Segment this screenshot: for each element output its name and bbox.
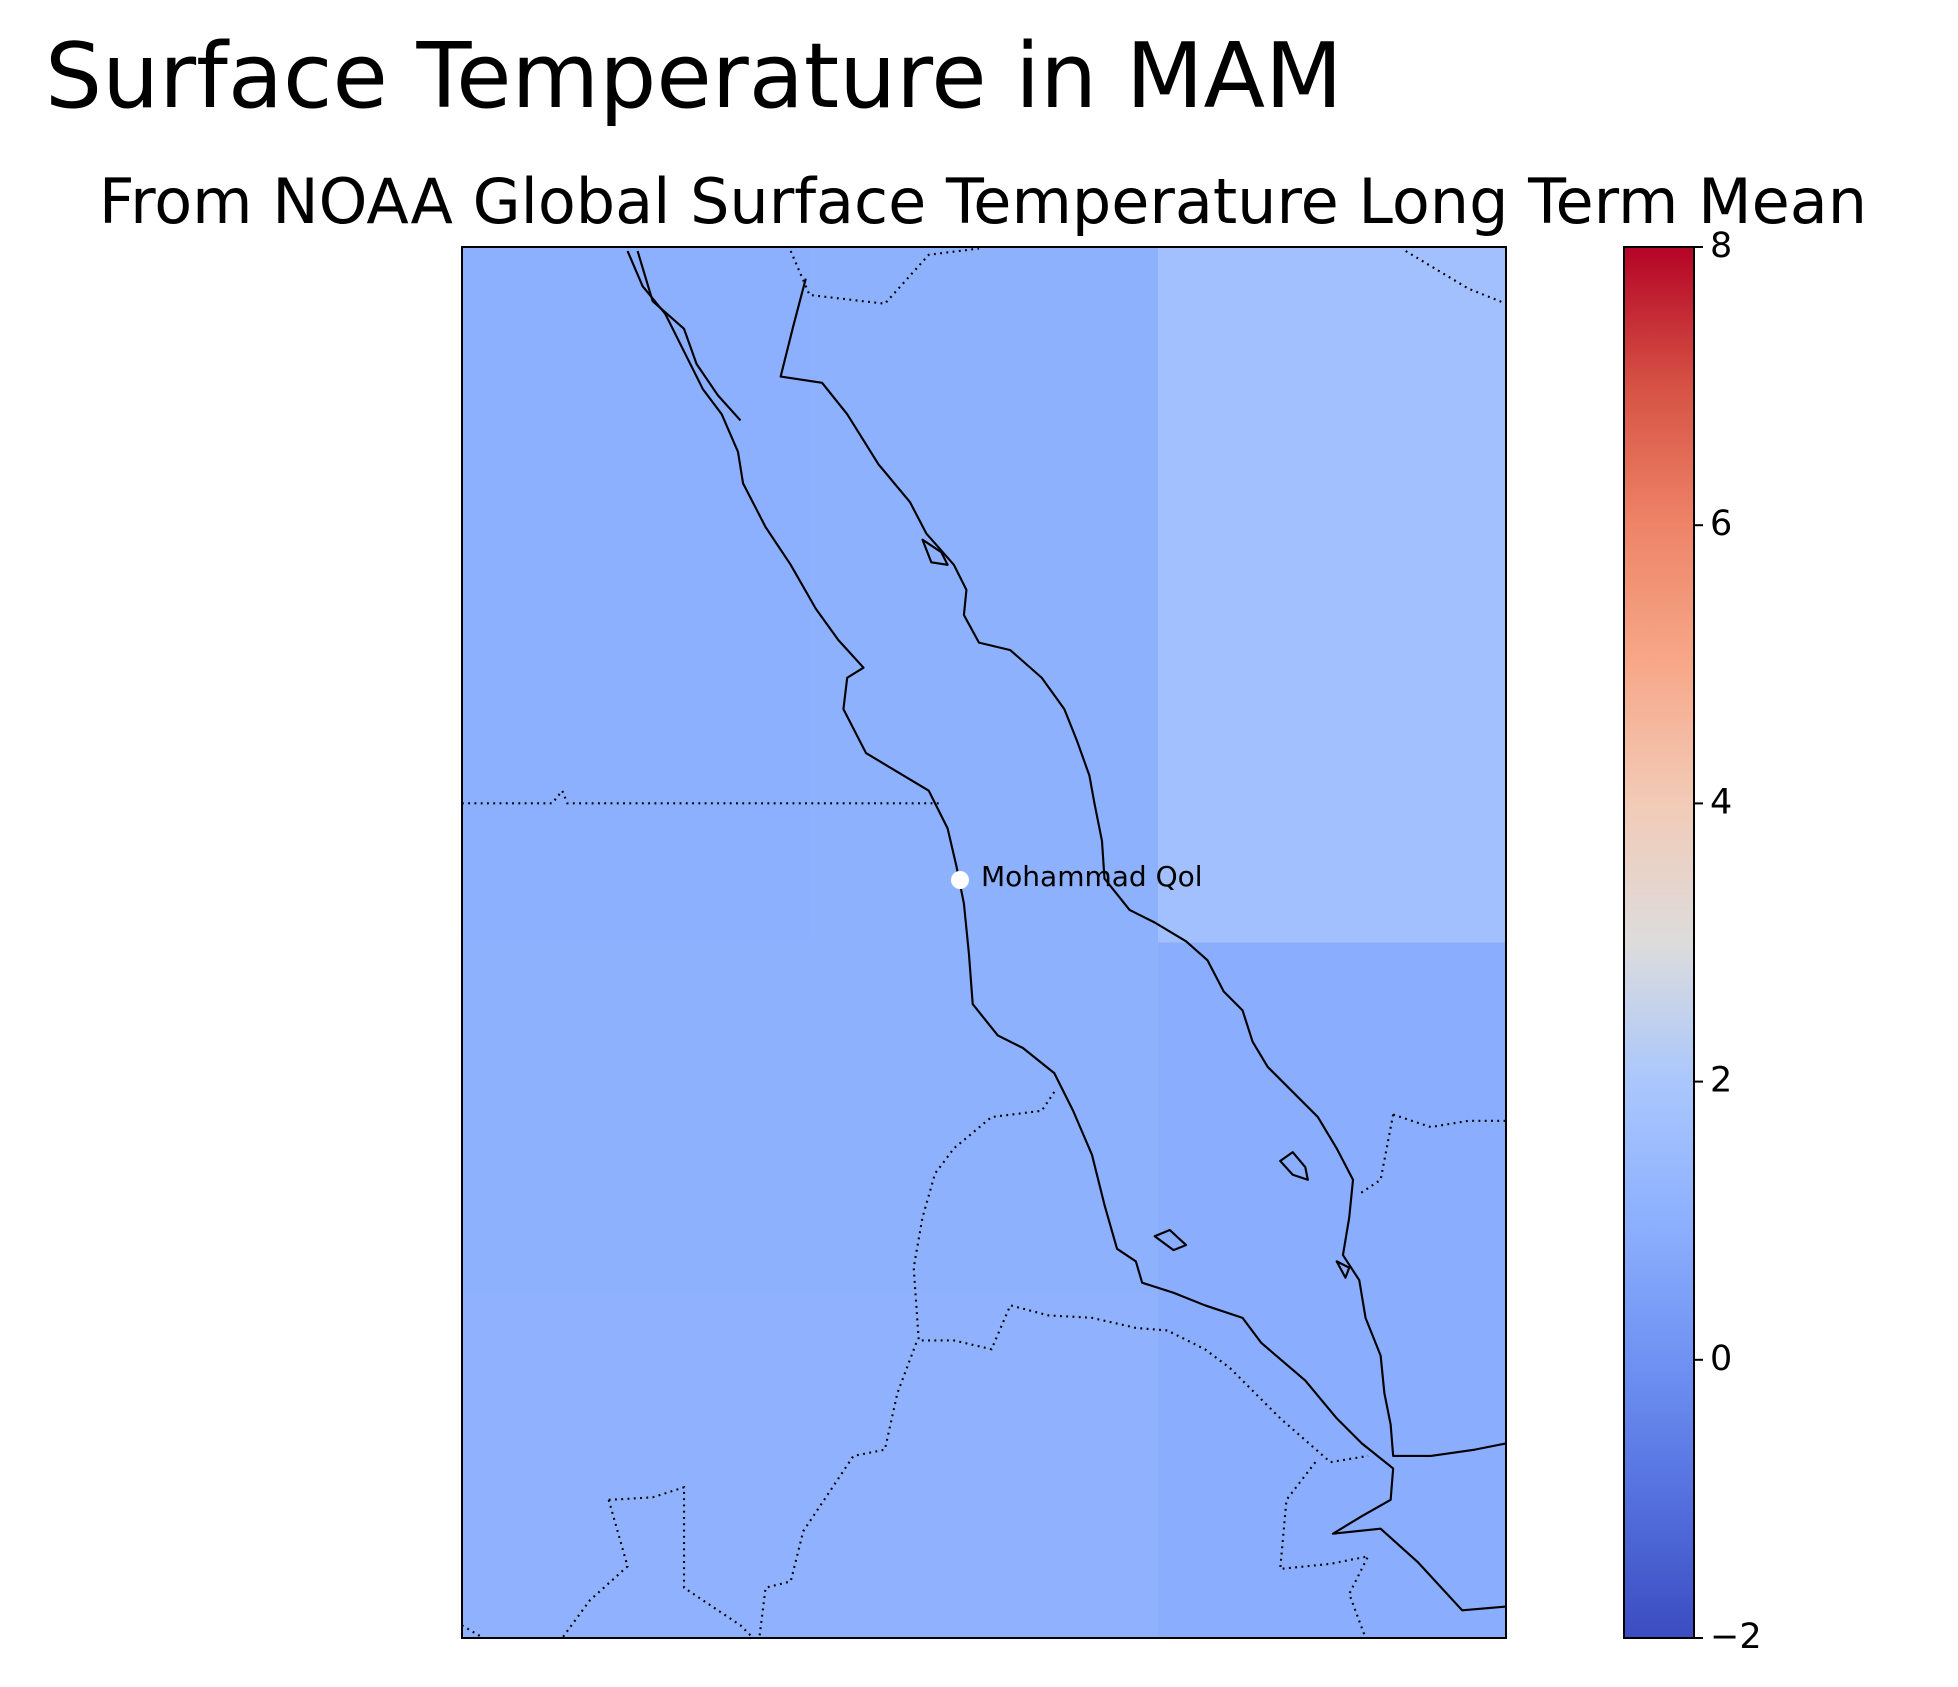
border (789, 247, 980, 305)
map-cell (810, 247, 1159, 596)
map-cell (1158, 247, 1506, 596)
border (912, 1091, 1369, 1464)
colorbar-tick-label: 8 (1710, 226, 1732, 266)
chart-subtitle: From NOAA Global Surface Temperature Lon… (99, 165, 1867, 238)
island (921, 538, 1351, 1279)
coastline (779, 278, 1506, 1457)
colorbar-tick-label: 2 (1710, 1061, 1732, 1101)
coastline (636, 250, 742, 422)
map-cell (462, 594, 811, 943)
colorbar-tick-label: −2 (1710, 1617, 1762, 1657)
map-cell (810, 594, 1159, 943)
border (758, 1342, 918, 1638)
map-cell (462, 942, 811, 1291)
marker-label: Mohammad Qol (981, 860, 1203, 893)
map-cell (1158, 942, 1506, 1291)
map-lines (462, 247, 1506, 1638)
map-cell (810, 1290, 1159, 1638)
border (1392, 1113, 1506, 1129)
border (608, 1485, 754, 1638)
border (561, 1499, 629, 1638)
coastline (626, 250, 1506, 1612)
map-cells (462, 247, 1506, 1638)
colorbar-tick-label: 6 (1710, 504, 1732, 544)
map-cell (1158, 594, 1506, 943)
map-marker (951, 871, 969, 889)
map-cell (810, 942, 1159, 1291)
border (462, 1624, 484, 1638)
map-cell (1158, 1290, 1506, 1638)
map-cell (462, 1290, 811, 1638)
colorbar-tick-label: 0 (1710, 1339, 1732, 1379)
chart-title: Surface Temperature in MAM (45, 24, 1343, 129)
colorbar (1623, 246, 1695, 1639)
colorbar-tick-label: 4 (1710, 782, 1732, 822)
map-frame (461, 246, 1507, 1639)
map-cell (462, 247, 811, 596)
